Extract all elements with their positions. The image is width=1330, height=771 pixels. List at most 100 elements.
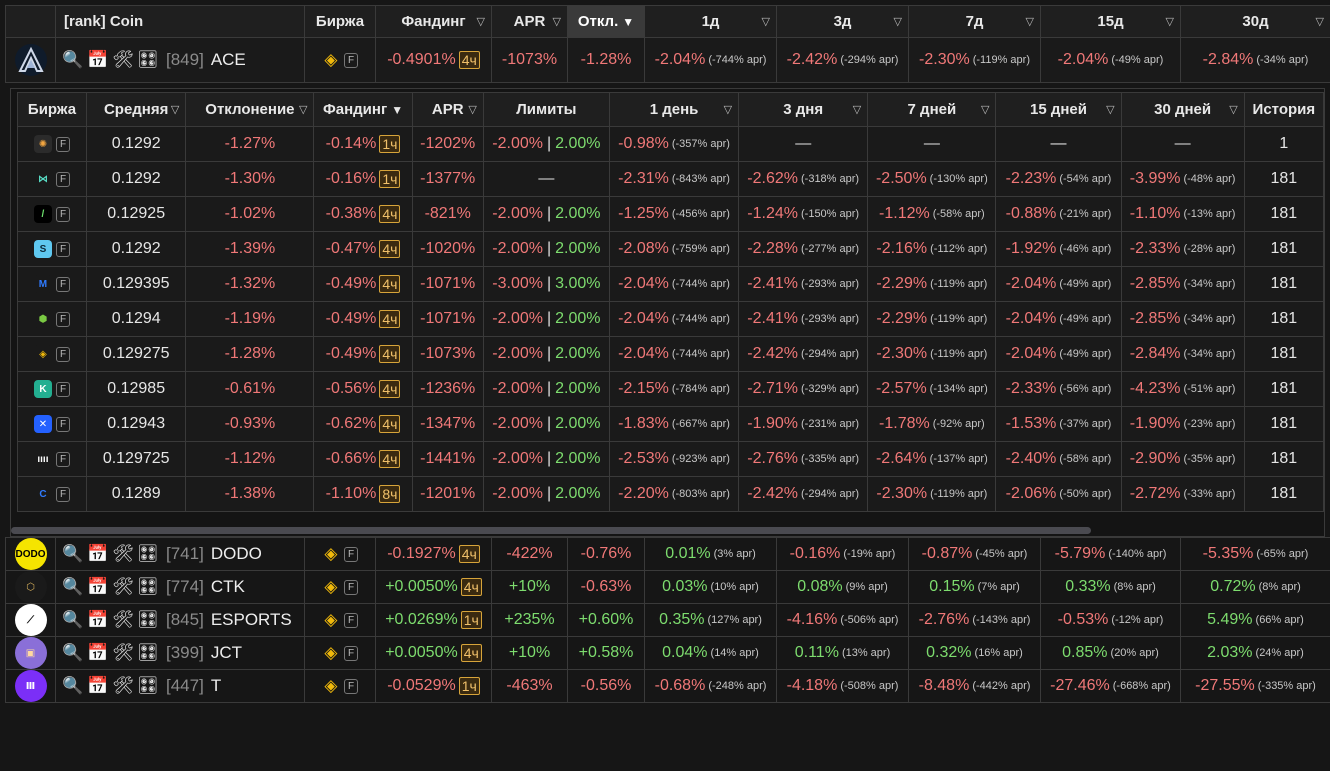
breakdown-funding-header[interactable]: Фандинг ▼ — [313, 92, 413, 127]
d7-apr: (-442% apr) — [972, 680, 1031, 692]
d7-header[interactable]: 7д ▽ — [908, 5, 1041, 38]
breakdown-exchange-header[interactable]: Биржа — [17, 92, 87, 127]
funding-cell: -0.1927% 4ч — [375, 537, 492, 571]
calculator-icon[interactable]: 🎛 — [137, 577, 159, 596]
apr-cell: -1441% — [411, 441, 484, 477]
deviation-header[interactable]: Откл. ▼ — [567, 5, 645, 38]
breakdown-row[interactable]: ıııı F 0.129725 -1.12% -0.66% 4ч -1441% -… — [17, 441, 1324, 477]
tools-icon[interactable]: 🛠 — [112, 577, 134, 596]
butterfly-exchange-icon[interactable]: ⋈ — [33, 170, 52, 188]
slash-exchange-icon[interactable]: / — [33, 205, 52, 223]
avg-cell: 0.1292 — [85, 161, 187, 197]
breakdown-row[interactable]: ⬢ F 0.1294 -1.19% -0.49% 4ч -1071% -2.00%… — [17, 301, 1324, 337]
breakdown-row[interactable]: / F 0.12925 -1.02% -0.38% 4ч -821% -2.00%… — [17, 196, 1324, 232]
binance-icon[interactable]: ◈ — [324, 544, 338, 563]
d30-header[interactable]: 30д ▽ — [1180, 5, 1330, 38]
calculator-icon[interactable]: 🎛 — [137, 643, 159, 662]
bars-exchange-icon[interactable]: ıııı — [33, 450, 52, 468]
d1-header[interactable]: 1д ▽ — [644, 5, 777, 38]
d15-header[interactable]: 15д ▽ — [1040, 5, 1181, 38]
rank-coin-header[interactable]: [rank] Coin — [55, 5, 305, 38]
tools-icon[interactable]: 🛠 — [112, 643, 134, 662]
breakdown-day1-header[interactable]: 1 день ▽ — [608, 92, 740, 127]
breakdown-avg-header[interactable]: Средняя ▽ — [85, 92, 187, 127]
search-icon[interactable]: 🔍 — [62, 50, 84, 69]
table-row[interactable]: Ⅲ 🔍 📅 🛠 🎛 [447] T ◈ F -0.0529% 1ч -463% -0… — [5, 669, 1330, 703]
kucoin-icon[interactable]: K — [33, 380, 52, 398]
table-row[interactable]: ▣ 🔍 📅 🛠 🎛 [399] JCT ◈ F +0.0050% 4ч +10% +… — [5, 636, 1330, 670]
apr-header[interactable]: APR ▽ — [491, 5, 568, 38]
coin-name[interactable]: T — [210, 676, 222, 695]
exchange-breakdown-panel[interactable]: Биржа Средняя ▽ Отклонение ▽ Фандинг ▼ APR ▽… — [10, 88, 1325, 537]
tools-icon[interactable]: 🛠 — [112, 544, 134, 563]
tools-icon[interactable]: 🛠 — [112, 50, 134, 69]
search-icon[interactable]: 🔍 — [62, 610, 84, 629]
coin-name[interactable]: CTK — [210, 577, 245, 596]
m-exchange-icon[interactable]: M — [33, 275, 52, 293]
binance-icon[interactable]: ◈ — [324, 676, 338, 695]
breakdown-exchange-cell: ⋈ F — [17, 161, 87, 197]
table-row[interactable]: DODO 🔍 📅 🛠 🎛 [741] DODO ◈ F -0.1927% 4ч -4… — [5, 537, 1330, 571]
breakdown-row[interactable]: K F 0.12985 -0.61% -0.56% 4ч -1236% -2.00… — [17, 371, 1324, 407]
tools-icon[interactable]: 🛠 — [112, 676, 134, 695]
breakdown-row[interactable]: M F 0.129395 -1.32% -0.49% 4ч -1071% -3.0… — [17, 266, 1324, 302]
table-row[interactable]: 🔍 📅 🛠 🎛 [849] ACE ◈ F -0.4901% 4ч -1073% -… — [5, 37, 1330, 83]
binance-icon[interactable]: ◈ — [33, 345, 52, 363]
table-row[interactable]: ⬡ 🔍 📅 🛠 🎛 [774] CTK ◈ F +0.0050% 4ч +10% -… — [5, 570, 1330, 604]
interval-badge: 1ч — [379, 135, 401, 153]
search-icon[interactable]: 🔍 — [62, 643, 84, 662]
horizontal-scrollbar[interactable] — [11, 527, 1091, 534]
breakdown-day3-header[interactable]: 3 дня ▽ — [738, 92, 869, 127]
coin-name[interactable]: JCT — [210, 643, 242, 662]
calendar-icon[interactable]: 📅 — [87, 610, 109, 629]
breakdown-row[interactable]: ✺ F 0.1292 -1.27% -0.14% 1ч -1202% -2.00%… — [17, 126, 1324, 162]
table-row[interactable]: ⟋ 🔍 📅 🛠 🎛 [845] ESPORTS ◈ F +0.0269% 1ч +2… — [5, 603, 1330, 637]
calendar-icon[interactable]: 📅 — [87, 544, 109, 563]
breakdown-row[interactable]: C F 0.1289 -1.38% -1.10% 8ч -1201% -2.00%… — [17, 476, 1324, 512]
hex-exchange-icon[interactable]: ⬢ — [33, 310, 52, 328]
limit-high: 2.00% — [555, 135, 601, 152]
breakdown-limits-header[interactable]: Лимиты — [482, 92, 610, 127]
c-exchange-icon[interactable]: C — [33, 485, 52, 503]
funding-header[interactable]: Фандинг ▽ — [375, 5, 492, 38]
d3-value: — — [795, 135, 812, 152]
calendar-icon[interactable]: 📅 — [87, 577, 109, 596]
search-icon[interactable]: 🔍 — [62, 544, 84, 563]
coin-name[interactable]: DODO — [210, 544, 262, 563]
coin-name[interactable]: ESPORTS — [210, 610, 292, 629]
exchange-header[interactable]: Биржа — [304, 5, 376, 38]
breakdown-row[interactable]: ✕ F 0.12943 -0.93% -0.62% 4ч -1347% -2.00… — [17, 406, 1324, 442]
d3-header[interactable]: 3д ▽ — [776, 5, 909, 38]
breakdown-day30-header[interactable]: 30 дней ▽ — [1120, 92, 1245, 127]
gear-exchange-icon[interactable]: ✺ — [33, 135, 52, 153]
s-exchange-icon[interactable]: S — [33, 240, 52, 258]
calendar-icon[interactable]: 📅 — [87, 643, 109, 662]
tools-icon[interactable]: 🛠 — [112, 610, 134, 629]
binance-icon[interactable]: ◈ — [324, 610, 338, 629]
calendar-icon[interactable]: 📅 — [87, 50, 109, 69]
breakdown-history-header[interactable]: История — [1243, 92, 1324, 127]
breakdown-day7-header[interactable]: 7 дней ▽ — [867, 92, 997, 127]
calculator-icon[interactable]: 🎛 — [137, 50, 159, 69]
calendar-icon[interactable]: 📅 — [87, 676, 109, 695]
d7-apr: (-130% apr) — [929, 173, 988, 185]
breakdown-exchange-cell: ◈ F — [17, 336, 87, 372]
breakdown-deviation-header[interactable]: Отклонение ▽ — [185, 92, 315, 127]
breakdown-row[interactable]: ◈ F 0.129275 -1.28% -0.49% 4ч -1073% -2.0… — [17, 336, 1324, 372]
sort-arrow-icon: ▽ — [1025, 16, 1034, 28]
search-icon[interactable]: 🔍 — [62, 577, 84, 596]
calculator-icon[interactable]: 🎛 — [137, 610, 159, 629]
coin-name[interactable]: ACE — [210, 50, 246, 69]
x-exchange-icon[interactable]: ✕ — [33, 415, 52, 433]
breakdown-day15-header[interactable]: 15 дней ▽ — [995, 92, 1122, 127]
search-icon[interactable]: 🔍 — [62, 676, 84, 695]
calculator-icon[interactable]: 🎛 — [137, 676, 159, 695]
breakdown-row[interactable]: S F 0.1292 -1.39% -0.47% 4ч -1020% -2.00%… — [17, 231, 1324, 267]
binance-icon[interactable]: ◈ — [324, 643, 338, 662]
breakdown-row[interactable]: ⋈ F 0.1292 -1.30% -0.16% 1ч -1377% — -2.3… — [17, 161, 1324, 197]
calculator-icon[interactable]: 🎛 — [137, 544, 159, 563]
breakdown-apr-header[interactable]: APR ▽ — [411, 92, 484, 127]
d3-value: -2.42% — [786, 51, 838, 68]
binance-icon[interactable]: ◈ — [324, 50, 338, 69]
binance-icon[interactable]: ◈ — [324, 577, 338, 596]
